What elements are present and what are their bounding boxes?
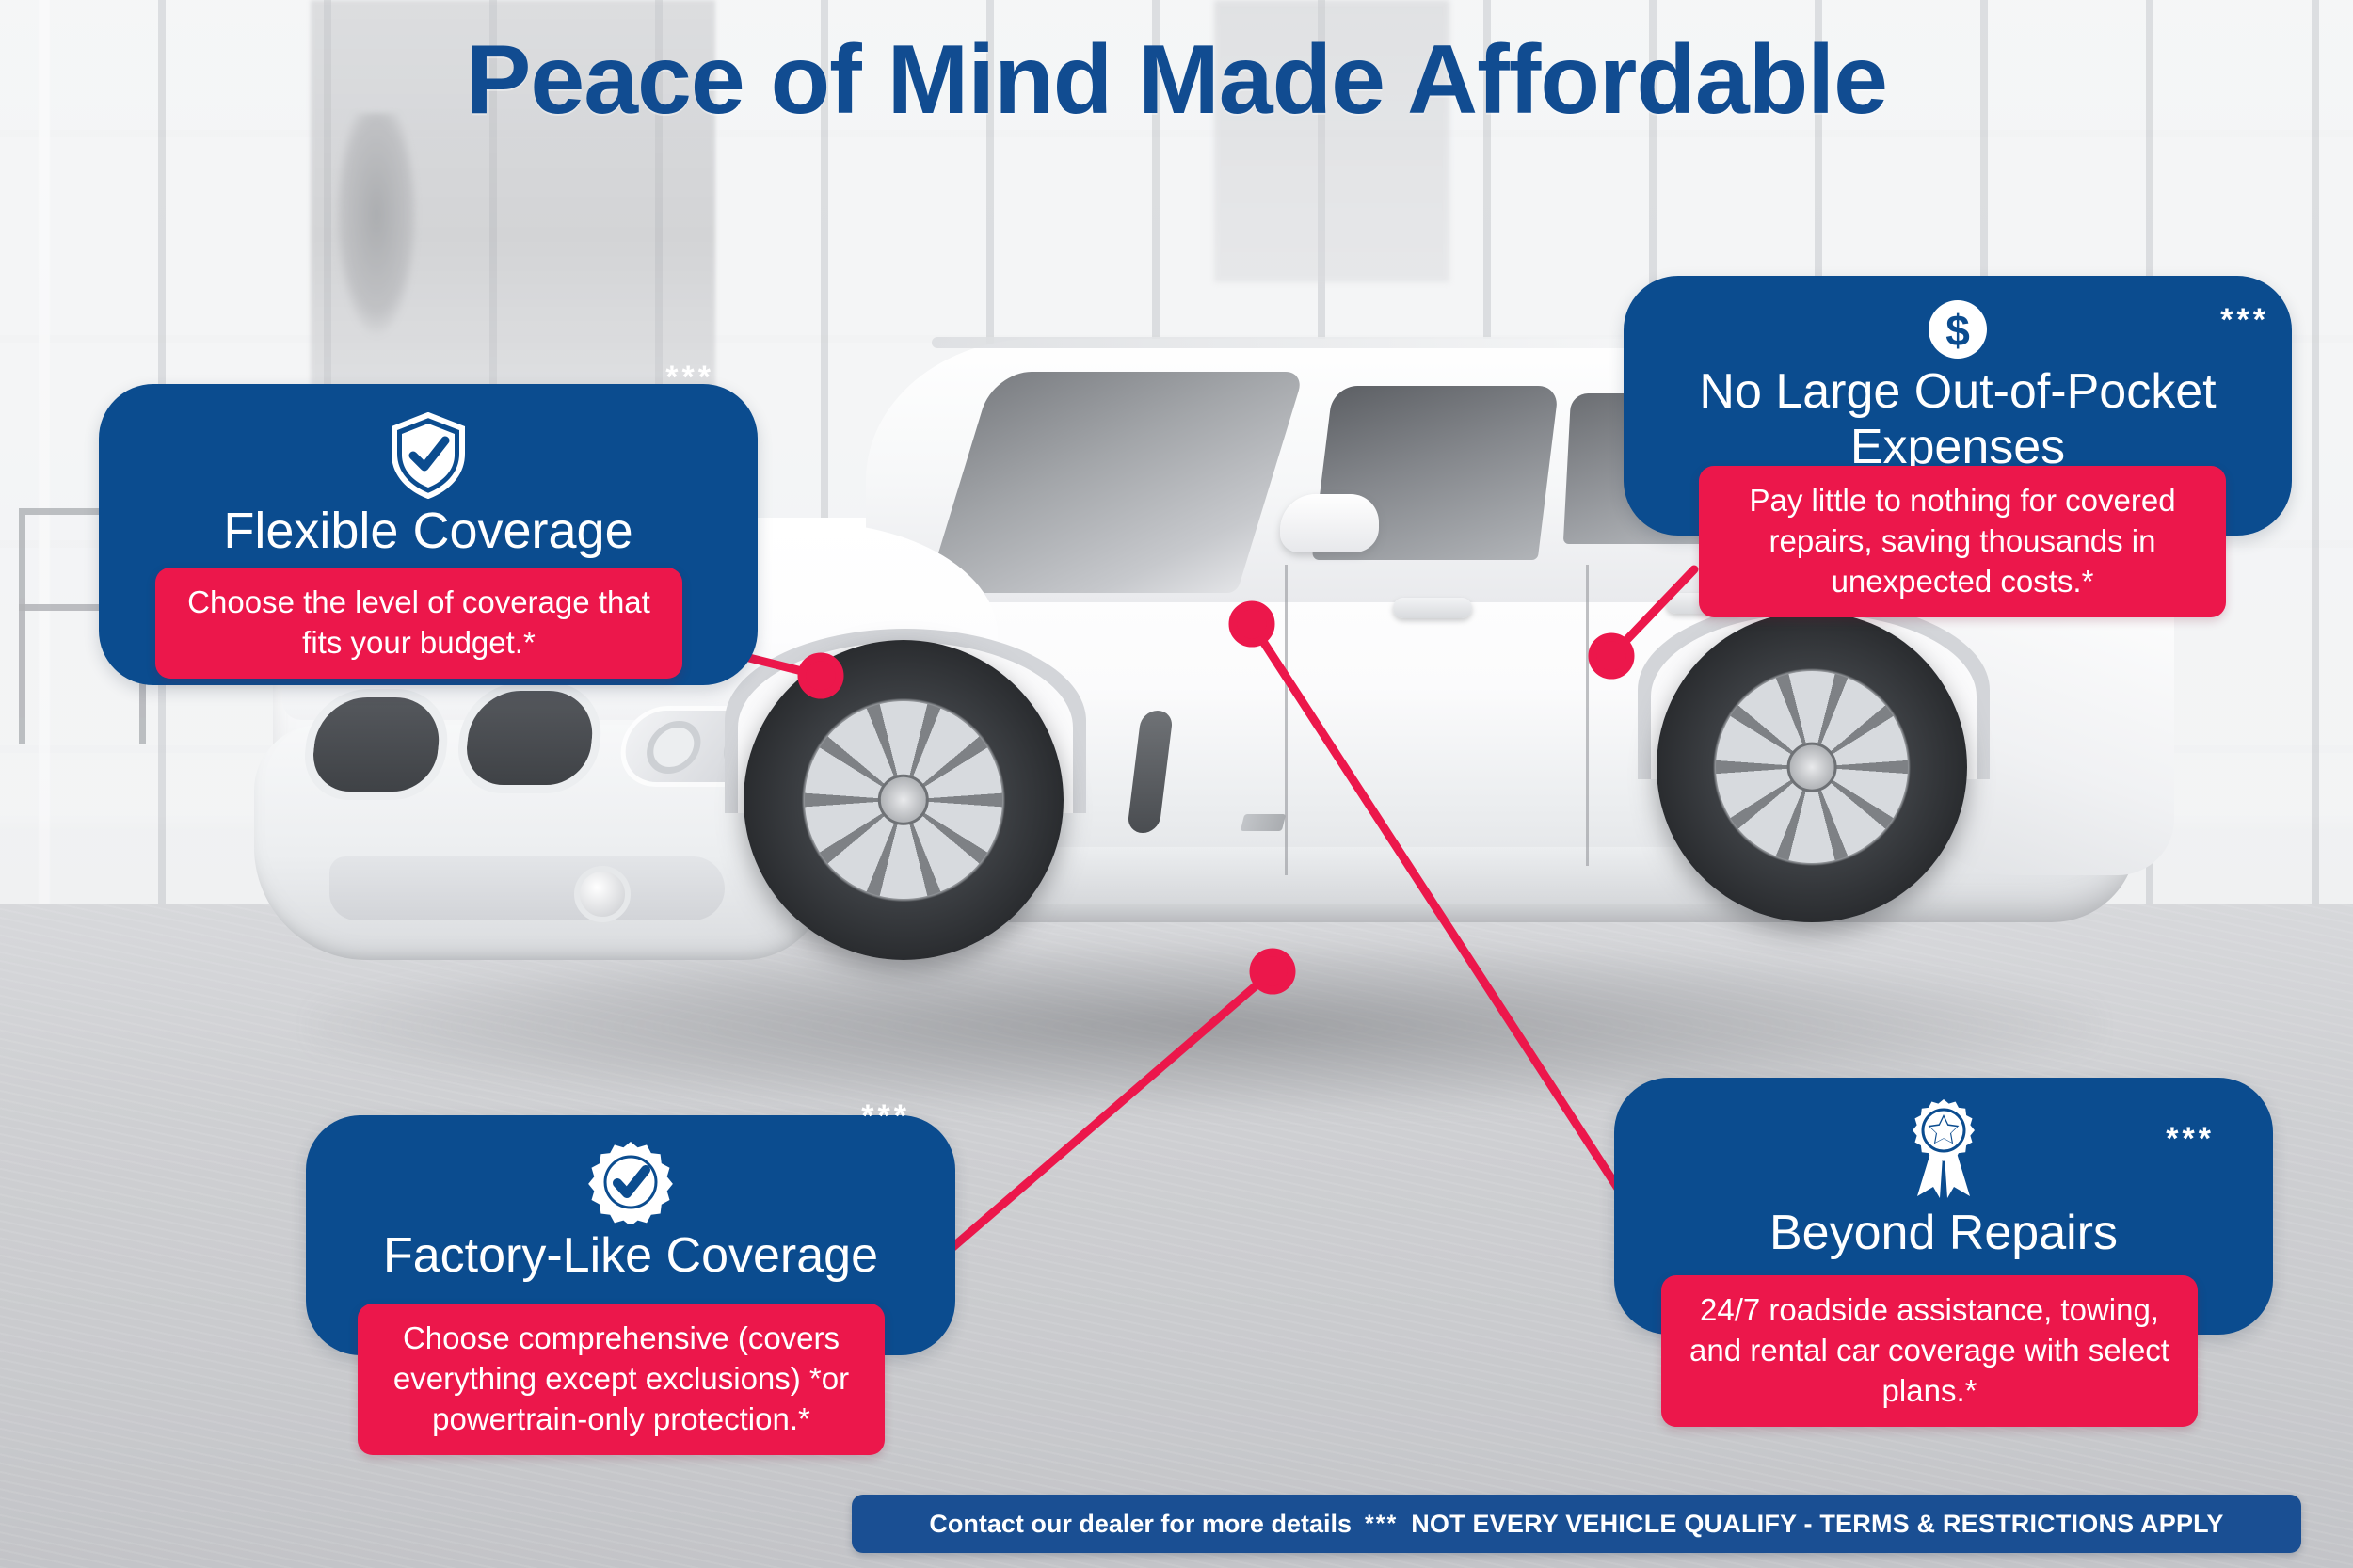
seal-check-icon — [588, 1142, 673, 1224]
svg-text:$: $ — [1945, 306, 1970, 355]
m-badge — [1240, 814, 1287, 831]
footer-disclaimer-bar[interactable]: Contact our dealer for more details *** … — [852, 1495, 2301, 1553]
card-title: Factory-Like Coverage — [383, 1228, 878, 1283]
footer-contact-text: Contact our dealer for more details — [929, 1509, 1352, 1538]
rear-wheel — [1657, 612, 1967, 922]
card-asterisks: *** — [861, 1098, 910, 1134]
footer-asterisks: *** — [1365, 1510, 1399, 1537]
tree-silhouette — [334, 113, 419, 339]
award-ribbon-icon — [1913, 1099, 1975, 1198]
door-shut-line-rear — [1586, 565, 1589, 866]
front-wheel-hub — [877, 774, 930, 826]
front-wheel — [744, 640, 1064, 960]
card-subtext: Choose the level of coverage that fits y… — [155, 568, 682, 679]
rear-wheel-hub — [1786, 742, 1837, 792]
fog-light — [574, 866, 631, 922]
card-title: Beyond Repairs — [1769, 1206, 2118, 1260]
footer-terms-text: NOT EVERY VEHICLE QUALIFY - TERMS & REST… — [1411, 1509, 2224, 1538]
card-factory-like-coverage[interactable]: Factory-Like Coverage *** Choose compreh… — [306, 1100, 955, 1455]
page-title: Peace of Mind Made Affordable — [465, 25, 1888, 135]
card-asterisks: *** — [2220, 302, 2269, 338]
card-flexible-coverage-options[interactable]: Flexible Coverage Options *** Choose the… — [99, 361, 758, 686]
door-handle-front — [1393, 598, 1472, 618]
card-subtext: Pay little to nothing for covered repair… — [1699, 466, 2226, 617]
card-subtext: Choose comprehensive (covers everything … — [358, 1304, 885, 1455]
facade-dark-panel-right — [1214, 0, 1449, 282]
suv-vehicle — [216, 282, 2202, 1111]
headlight-ring-outer — [641, 721, 706, 774]
door-shut-line-front — [1285, 565, 1288, 875]
vehicle-roof-rail — [932, 337, 1647, 348]
card-subtext: 24/7 roadside assistance, towing, and re… — [1661, 1275, 2198, 1427]
shield-check-icon — [392, 412, 465, 499]
lower-air-intake — [329, 856, 725, 920]
card-beyond-repairs[interactable]: Beyond Repairs *** 24/7 roadside assista… — [1614, 1078, 2273, 1427]
card-title: No Large Out-of-Pocket Expenses — [1699, 364, 2217, 474]
rocker-panel — [969, 847, 1741, 904]
card-asterisks: *** — [665, 360, 714, 395]
dollar-circle-icon: $ — [1929, 300, 1987, 359]
side-mirror — [1280, 494, 1379, 552]
card-asterisks: *** — [2166, 1121, 2215, 1157]
card-no-large-out-of-pocket-expenses[interactable]: $ No Large Out-of-Pocket Expenses *** Pa… — [1624, 276, 2292, 617]
